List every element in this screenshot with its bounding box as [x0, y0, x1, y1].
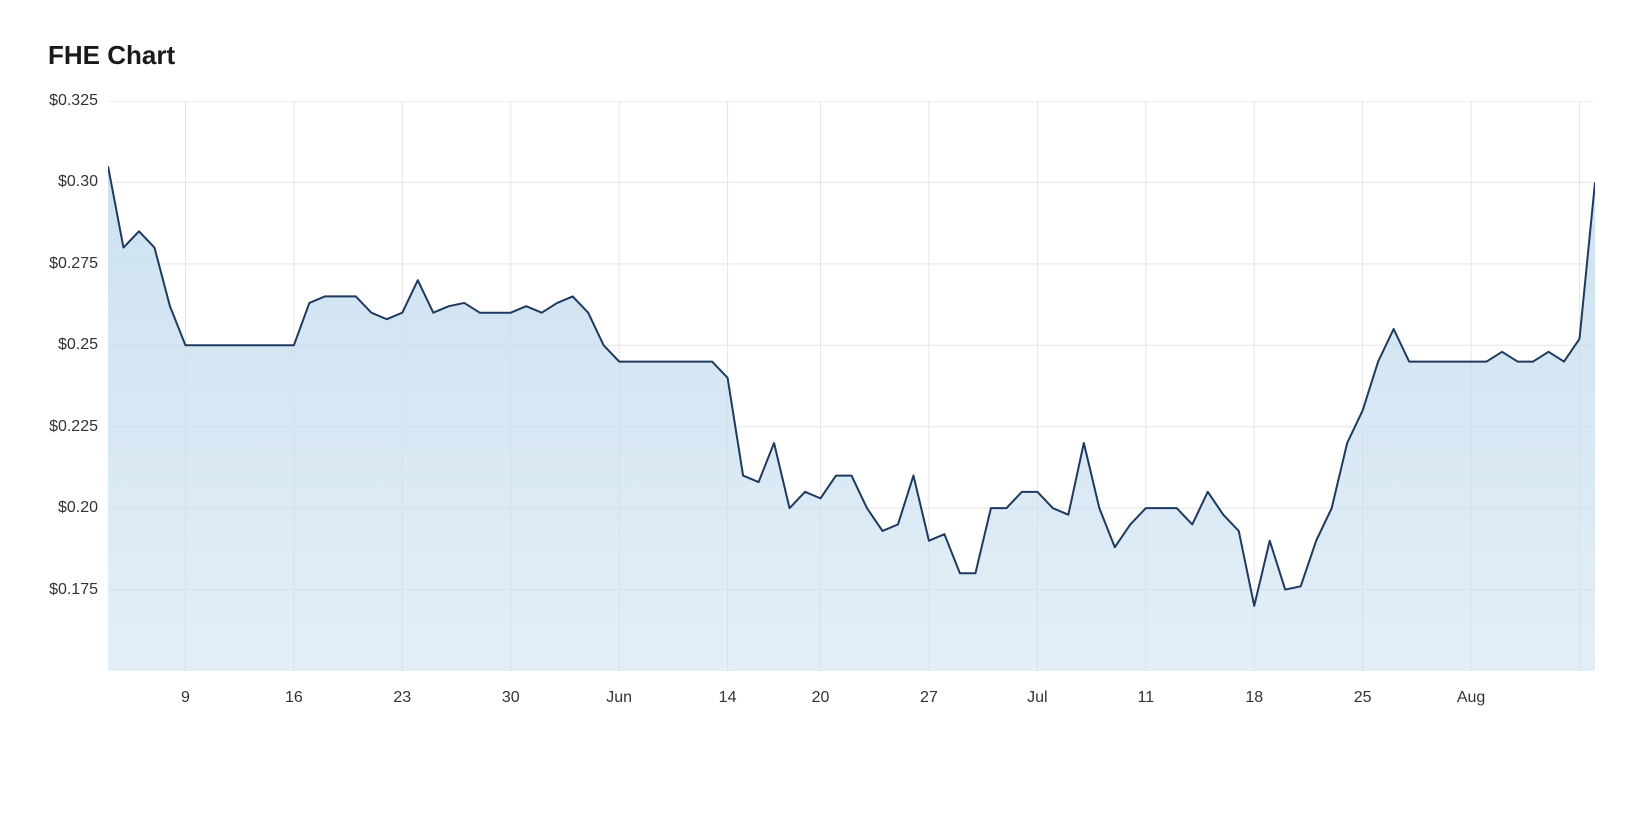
y-axis: $0.175$0.20$0.225$0.25$0.275$0.30$0.325 [0, 101, 108, 801]
y-tick-label: $0.275 [49, 255, 98, 273]
x-tick-label: 20 [812, 689, 830, 707]
chart-container: $0.175$0.20$0.225$0.25$0.275$0.30$0.325 … [0, 101, 1625, 801]
x-tick-label: 9 [181, 689, 190, 707]
x-tick-label: 30 [502, 689, 520, 707]
area-chart-svg [108, 101, 1595, 671]
x-tick-label: Aug [1457, 689, 1485, 707]
x-axis: 9 16 23 30 Jun 14 20 27 Jul 11 18 25 Aug [108, 681, 1595, 711]
x-tick-label: 25 [1354, 689, 1372, 707]
x-tick-label: 16 [285, 689, 303, 707]
y-tick-label: $0.325 [49, 92, 98, 110]
y-tick-label: $0.30 [58, 173, 98, 191]
y-tick-label: $0.20 [58, 499, 98, 517]
x-tick-label: 11 [1137, 689, 1154, 707]
x-tick-label: Jul [1027, 689, 1047, 707]
x-tick-label: 23 [393, 689, 411, 707]
y-tick-label: $0.225 [49, 418, 98, 436]
plot-area [108, 101, 1595, 671]
x-tick-label: 18 [1245, 689, 1263, 707]
y-tick-label: $0.25 [58, 336, 98, 354]
x-tick-label: Jun [606, 689, 632, 707]
chart-title: FHE Chart [0, 0, 1625, 101]
x-tick-label: 27 [920, 689, 938, 707]
y-tick-label: $0.175 [49, 581, 98, 599]
x-tick-label: 14 [719, 689, 737, 707]
